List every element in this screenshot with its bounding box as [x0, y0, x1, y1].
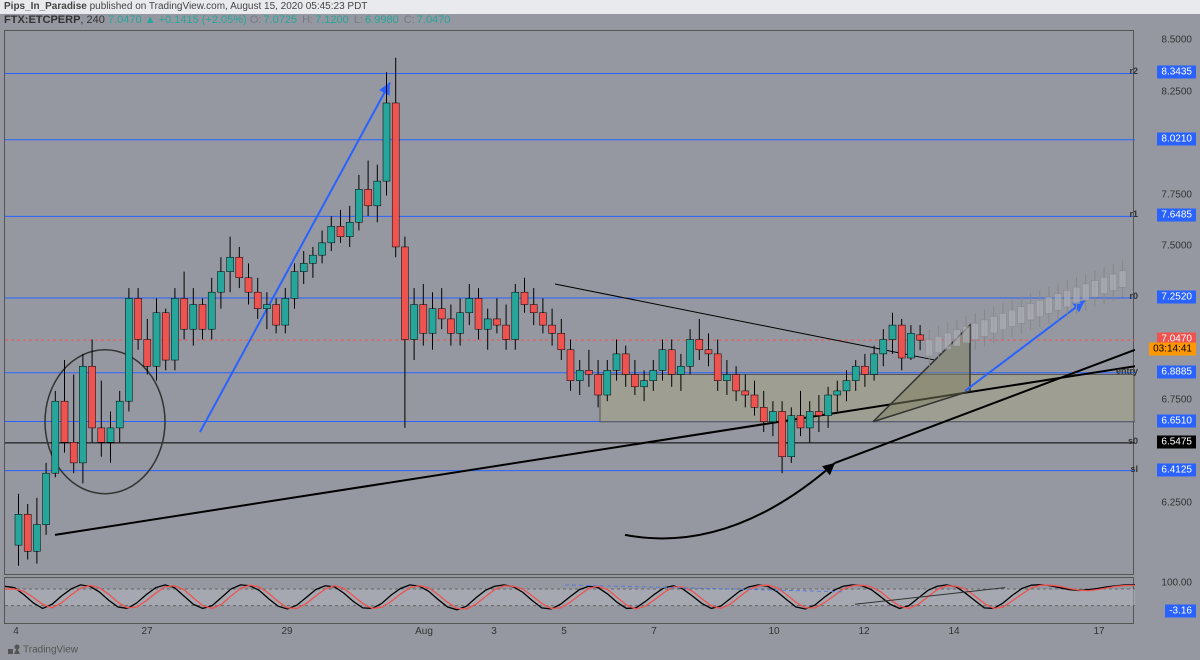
level-tag: s0 [1128, 436, 1138, 446]
price-label: 8.3435 [1157, 66, 1196, 79]
indicator-scale[interactable]: 100.00-3.16 [1136, 577, 1196, 624]
date-tick: 14 [948, 626, 959, 637]
price-label: 7.6485 [1157, 209, 1196, 222]
date-tick: 29 [281, 626, 292, 637]
price-tick: 8.2500 [1161, 86, 1192, 97]
price-label: 6.6510 [1157, 414, 1196, 427]
price-tick: 7.5000 [1161, 240, 1192, 251]
author-name: Pips_In_Paradise [4, 1, 87, 12]
level-tag: entry [1116, 366, 1138, 376]
price-label: 03:14:41 [1149, 342, 1196, 355]
price-scale[interactable]: 8.5000 8.2500 7.7500 7.5000 6.7500 6.2500 8.34… [1136, 30, 1196, 575]
tradingview-logo: TradingView [8, 644, 78, 656]
level-tag: r0 [1129, 291, 1138, 301]
level-tag: r2 [1129, 66, 1138, 76]
date-tick: 17 [1093, 626, 1104, 637]
price-tick: 8.5000 [1161, 35, 1192, 46]
price-tick: 6.7500 [1161, 395, 1192, 406]
date-tick: 4 [13, 626, 19, 637]
date-tick: 10 [768, 626, 779, 637]
indicator-pane[interactable] [4, 577, 1134, 624]
price-tick: 6.2500 [1161, 498, 1192, 509]
publication-header: Pips_In_Paradise published on TradingVie… [0, 0, 1200, 14]
date-tick: Aug [415, 626, 433, 637]
price-label: 8.0210 [1157, 132, 1196, 145]
date-tick: 12 [858, 626, 869, 637]
date-tick: 27 [141, 626, 152, 637]
level-tag: r1 [1129, 209, 1138, 219]
level-tag: sl [1130, 464, 1138, 474]
price-label: 6.5475 [1157, 435, 1196, 448]
main-chart[interactable] [4, 30, 1134, 575]
symbol-info-bar: FTX:ETCPERP, 240 7.0470 ▲ +0.1415 (+2.05… [4, 14, 452, 26]
date-tick: 3 [491, 626, 497, 637]
price-label: 6.8885 [1157, 365, 1196, 378]
price-label: 7.2520 [1157, 290, 1196, 303]
date-scale[interactable]: 4 27 29 Aug 3 5 7 10 12 14 17 [4, 626, 1134, 642]
price-label: 6.4125 [1157, 463, 1196, 476]
date-tick: 7 [651, 626, 657, 637]
price-tick: 7.7500 [1161, 189, 1192, 200]
date-tick: 5 [561, 626, 567, 637]
